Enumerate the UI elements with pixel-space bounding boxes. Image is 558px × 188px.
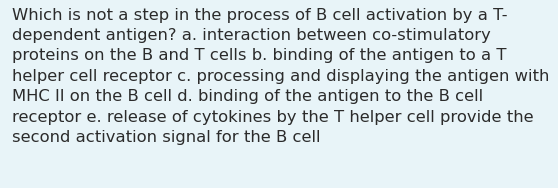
Text: Which is not a step in the process of B cell activation by a T-
dependent antige: Which is not a step in the process of B …: [12, 8, 550, 145]
